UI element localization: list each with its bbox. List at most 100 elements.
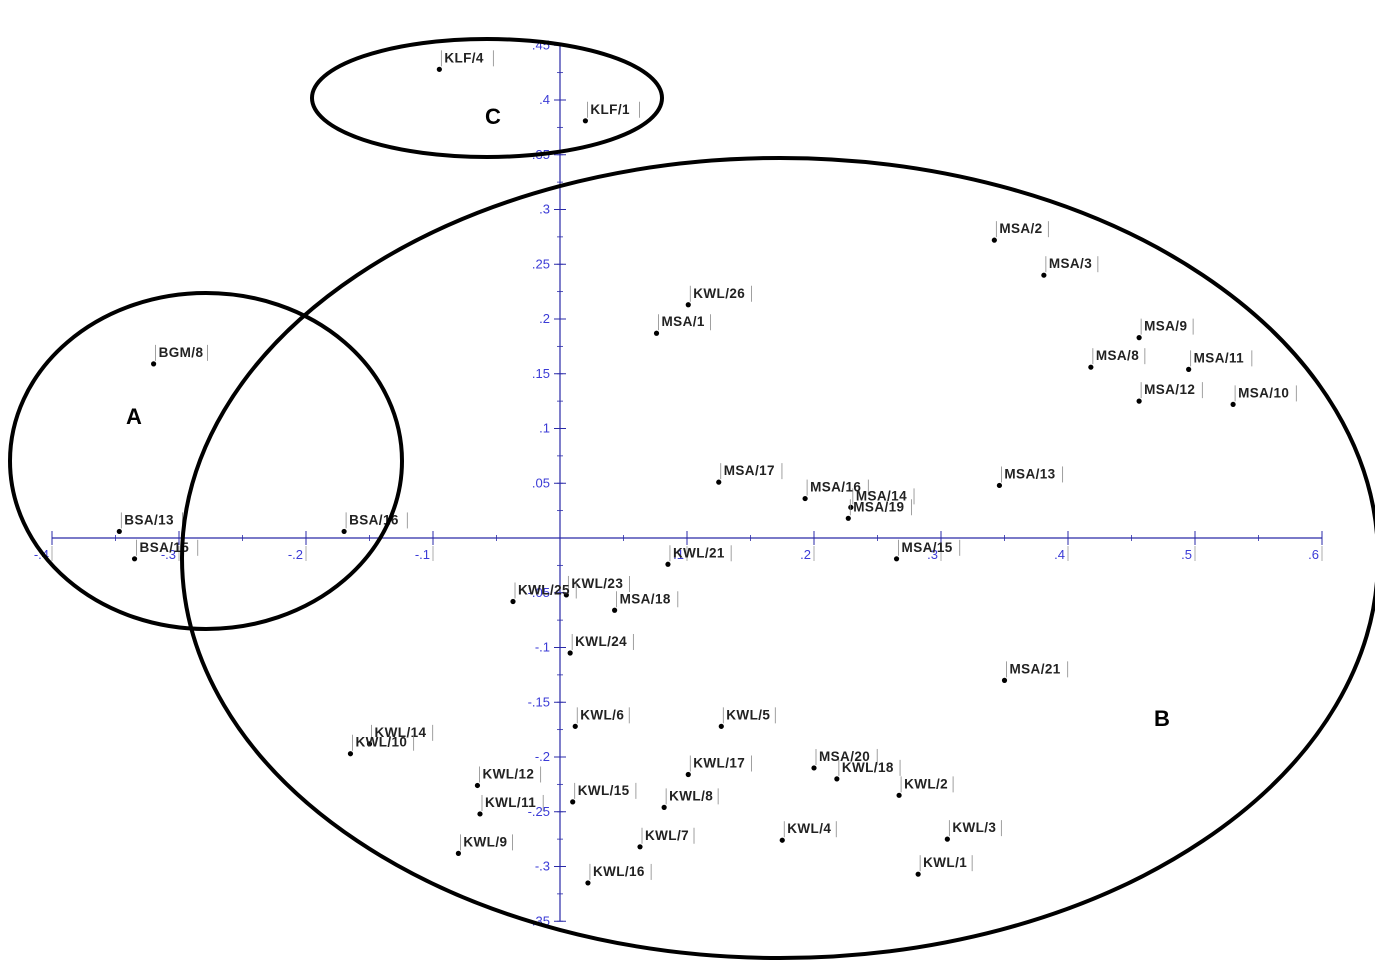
data-point [685,771,691,778]
point-label: MSA/3 [1049,256,1092,271]
y-tick-label: -.2 [535,749,550,764]
y-tick-label: .1 [539,421,550,436]
data-point [477,811,483,817]
data-point [570,799,576,805]
x-tick-label: .5 [1181,547,1192,562]
data-point [1136,398,1142,404]
x-tick-label: -.3 [161,547,176,562]
data-point [510,598,516,605]
data-point [915,871,921,877]
y-tick-label: -.05 [528,585,550,600]
x-tick-label: -.2 [288,547,303,562]
y-tick-label: -.25 [528,804,550,819]
data-point [455,850,461,856]
point-labels: KLF/4KLF/1BGM/8BSA/13BSA/15BSA/16MSA/2MS… [120,50,1297,880]
x-tick-label: -.1 [415,547,430,562]
point-label: MSA/16 [810,480,861,495]
x-tick-label: .1 [673,547,684,562]
point-label: KWL/14 [375,725,427,740]
y-tick-label: -.15 [528,694,550,709]
y-tick-label: -.1 [535,640,550,655]
group-label: C [485,104,501,129]
data-point [572,723,578,729]
data-point [131,556,138,562]
point-label: KWL/23 [571,576,623,591]
point-label: KWL/1 [923,855,967,870]
point-label: KWL/6 [580,707,624,722]
group-ellipse [310,37,664,159]
x-tick-label: .3 [927,547,938,562]
point-label: KWL/2 [904,776,948,791]
data-point [718,723,724,729]
data-point [1230,401,1236,408]
group-ellipses: A B C [8,37,1375,960]
point-label: MSA/13 [1004,466,1055,481]
point-label: KWL/25 [518,583,570,598]
data-point [151,361,157,367]
data-point [811,765,817,771]
x-tick-label: .2 [800,547,811,562]
y-tick-label: .3 [539,202,550,217]
axes [51,44,1323,922]
data-point [347,751,354,757]
point-label: MSA/17 [724,463,775,478]
point-label: KWL/8 [669,788,713,803]
point-label: MSA/14 [856,488,907,503]
data-point [474,782,481,789]
point-label: KWL/26 [693,286,745,301]
y-tick-label: .4 [539,92,550,107]
data-point [996,482,1003,489]
y-tick-label: .25 [532,256,550,271]
data-point [1041,272,1047,278]
point-label: KWL/5 [726,707,770,722]
data-point [341,528,347,535]
group-ellipse [180,156,1375,960]
data-point [991,237,997,243]
point-label: KWL/16 [593,864,645,879]
data-point [896,792,902,798]
data-point [116,528,122,535]
point-label: KLF/1 [590,102,630,117]
point-label: KLF/4 [444,50,484,65]
data-point [661,804,667,810]
point-label: KWL/18 [842,760,894,775]
point-label: BGM/8 [159,345,204,360]
point-label: MSA/9 [1144,319,1187,334]
data-point [848,504,854,510]
point-label: MSA/19 [853,499,904,514]
point-label: KWL/21 [673,545,725,560]
point-label: MSA/11 [1194,350,1245,365]
y-tick-label: .15 [532,366,550,381]
point-label: MSA/20 [819,749,870,764]
data-point [1186,366,1192,372]
point-label: KWL/11 [485,795,536,810]
data-point [366,741,373,747]
point-label: KWL/15 [578,783,630,798]
y-tick-label: .05 [532,475,550,490]
data-point [612,607,618,613]
data-points [116,66,1236,886]
group-label: A [126,404,142,429]
data-point [436,66,442,72]
group-ellipse [8,291,404,631]
point-label: KWL/7 [645,828,689,843]
point-label: KWL/17 [693,756,745,771]
point-label: KWL/4 [787,821,831,836]
data-point [944,836,950,842]
point-label: MSA/15 [902,540,953,555]
point-label: KWL/9 [463,834,507,849]
data-point [653,330,660,336]
data-point [685,302,691,308]
point-label: KWL/24 [575,634,627,649]
data-point [567,650,573,656]
point-label: KWL/12 [482,766,534,781]
data-point [1001,677,1008,683]
data-point [665,561,671,567]
point-label: MSA/18 [620,591,671,606]
point-label: KWL/10 [355,735,407,750]
x-tick-label: .4 [1054,547,1065,562]
point-label: MSA/1 [662,314,705,329]
point-label: BSA/15 [140,540,190,555]
x-tick-label: .6 [1308,547,1319,562]
